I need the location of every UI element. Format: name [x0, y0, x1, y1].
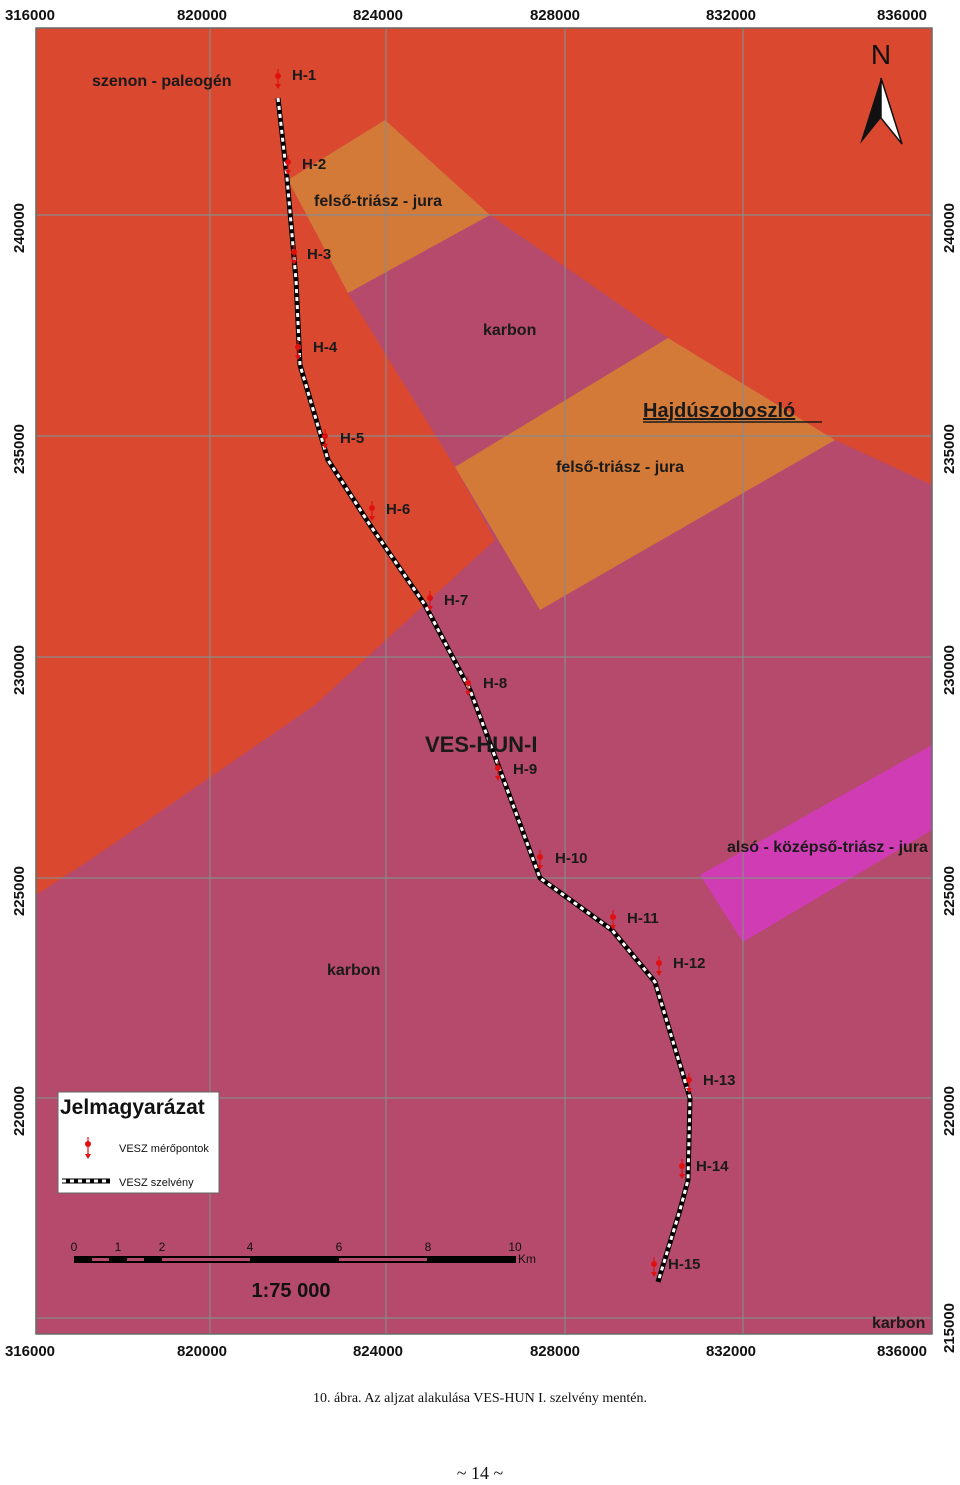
top-x-label: 824000 — [353, 7, 403, 24]
measurement-point-label: H-3 — [307, 246, 331, 263]
scale-tick-label: 0 — [71, 1240, 78, 1254]
measurement-point-label: H-14 — [696, 1158, 729, 1175]
measurement-point-label: H-7 — [444, 592, 468, 609]
bottom-x-label: 824000 — [353, 1343, 403, 1360]
legend-title: Jelmagyarázat — [60, 1096, 205, 1119]
zone-label-karbon-1: karbon — [483, 322, 536, 339]
measurement-point-icon — [85, 1137, 91, 1159]
left-axis-labels: 240000 235000 230000 225000 220000 — [11, 203, 28, 1136]
bottom-x-label: 832000 — [706, 1343, 756, 1360]
top-x-label: 828000 — [530, 7, 580, 24]
top-x-label: 832000 — [706, 7, 756, 24]
top-x-label: 836000 — [877, 7, 927, 24]
scale-tick-label: 6 — [336, 1240, 343, 1254]
zone-also-kozepso-triasz-jura — [700, 745, 932, 942]
measurement-point-label: H-6 — [386, 501, 410, 518]
measurement-point-label: H-13 — [703, 1072, 736, 1089]
left-y-label: 230000 — [11, 645, 28, 695]
zone-felso-triasz-jura-1 — [288, 120, 490, 293]
figure-caption: 10. ábra. Az aljzat alakulása VES-HUN I.… — [312, 1391, 648, 1406]
measurement-point: H-13 — [686, 1072, 736, 1093]
scale-tick-label: 4 — [247, 1240, 254, 1254]
measurement-point: H-11 — [610, 910, 659, 930]
north-arrow-icon: N — [860, 39, 903, 145]
zone-label-also-kozepso: alsó - középső-triász - jura — [727, 839, 928, 856]
measurement-point: H-6 — [369, 501, 410, 521]
bottom-x-label: 828000 — [530, 1343, 580, 1360]
right-y-label: 235000 — [941, 424, 958, 474]
measurement-point: H-7 — [427, 591, 468, 611]
scale-tick-label: 8 — [425, 1240, 432, 1254]
legend-item-label: VESZ szelvény — [119, 1177, 194, 1189]
measurement-point-label: H-5 — [340, 430, 364, 447]
measurement-point-label: H-9 — [513, 761, 537, 778]
profile-line — [275, 97, 693, 1283]
measurement-point-label: H-8 — [483, 675, 507, 692]
top-axis-labels: 316000 820000 824000 828000 832000 83600… — [5, 7, 927, 24]
scale-ratio: 1:75 000 — [252, 1280, 331, 1302]
measurement-point-label: H-11 — [627, 910, 659, 927]
measurement-point: H-12 — [656, 955, 706, 976]
zone-label-szenon-paleogen: szenon - paleogén — [92, 73, 232, 90]
right-y-label: 240000 — [941, 203, 958, 253]
scale-tick-label: 2 — [159, 1240, 166, 1254]
zone-label-karbon-2: karbon — [327, 962, 380, 979]
geological-map: 316000 820000 824000 828000 832000 83600… — [5, 7, 958, 1360]
zone-label-felso-triasz-1: felső-triász - jura — [314, 193, 442, 210]
legend-item-label: VESZ mérőpontok — [119, 1143, 209, 1155]
right-y-label: 220000 — [941, 1086, 958, 1136]
left-y-label: 235000 — [11, 424, 28, 474]
top-x-label: 820000 — [177, 7, 227, 24]
zone-szenon-paleogen — [36, 28, 932, 895]
scale-bar: 0 1 2 4 6 8 10 Km 1:75 000 — [71, 1240, 536, 1302]
map-frame — [35, 27, 933, 1335]
measurement-point-label: H-4 — [313, 339, 338, 356]
profile-name-label: VES-HUN-I — [425, 732, 537, 757]
measurement-points: H-1 H-2 H-3 H-4 H-5 H-6 H-7 H-8 H-9 H-10 H-11 H-12 H… — [275, 67, 736, 1277]
measurement-point: H-14 — [679, 1158, 729, 1179]
left-y-label: 220000 — [11, 1086, 28, 1136]
scale-bar-base — [74, 1256, 516, 1263]
left-y-label: 240000 — [11, 203, 28, 253]
measurement-point: H-10 — [537, 850, 588, 870]
top-x-label: 316000 — [5, 7, 55, 24]
bottom-x-label: 836000 — [877, 1343, 927, 1360]
scale-unit: Km — [518, 1252, 536, 1266]
bottom-x-label: 316000 — [5, 1343, 55, 1360]
measurement-point-label: H-12 — [673, 955, 706, 972]
measurement-point: H-9 — [495, 761, 537, 781]
city-label: Hajdúszoboszló — [643, 400, 795, 422]
zone-label-felso-triasz-2: felső-triász - jura — [556, 459, 684, 476]
measurement-point-label: H-10 — [555, 850, 588, 867]
legend-box — [57, 1091, 220, 1194]
measurement-point: H-4 — [295, 339, 338, 360]
right-y-label: 225000 — [941, 866, 958, 916]
measurement-point: H-3 — [291, 245, 331, 265]
bottom-x-label: 820000 — [177, 1343, 227, 1360]
zone-felso-triasz-jura-2 — [455, 338, 835, 610]
measurement-point: H-15 — [651, 1256, 701, 1277]
measurement-point-label: H-15 — [668, 1256, 701, 1273]
measurement-point: H-8 — [465, 675, 507, 696]
right-axis-labels: 240000 235000 230000 225000 220000 21500… — [941, 203, 958, 1353]
right-y-label: 230000 — [941, 645, 958, 695]
scale-tick-label: 10 — [508, 1240, 522, 1254]
measurement-point: H-5 — [322, 429, 364, 449]
page-number: ~ 14 ~ — [456, 1463, 504, 1483]
left-y-label: 225000 — [11, 866, 28, 916]
scale-tick-label: 1 — [115, 1240, 122, 1254]
measurement-point-label: H-2 — [302, 156, 326, 173]
measurement-point-label: H-1 — [292, 67, 316, 84]
right-y-label: 215000 — [941, 1303, 958, 1353]
measurement-point: H-1 — [275, 67, 316, 89]
measurement-point: H-2 — [285, 155, 326, 175]
zone-label-karbon-3: karbon — [872, 1315, 925, 1332]
bottom-axis-labels: 316000 820000 824000 828000 832000 83600… — [5, 1343, 927, 1360]
north-label: N — [871, 39, 891, 70]
legend: Jelmagyarázat VESZ mérőpontok VESZ szelv… — [57, 1091, 220, 1194]
